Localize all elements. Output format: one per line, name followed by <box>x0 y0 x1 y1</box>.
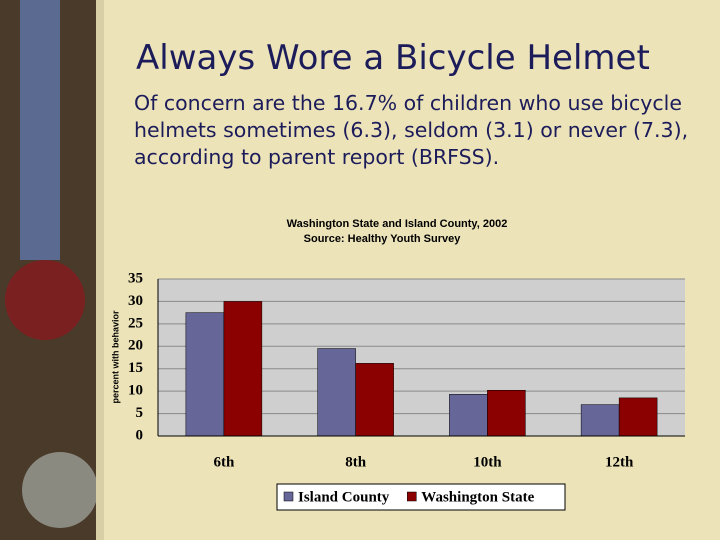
y-tick-label: 10 <box>128 383 143 399</box>
legend-label: Washington State <box>421 489 534 505</box>
decor-edge <box>96 0 104 540</box>
bar <box>223 301 263 437</box>
bar <box>355 363 394 437</box>
bar <box>185 312 225 437</box>
y-tick-label: 25 <box>128 315 143 331</box>
legend-swatch <box>283 491 294 502</box>
y-tick-label: 35 <box>128 270 143 286</box>
decor-medal <box>5 260 85 340</box>
x-tick-label: 6th <box>213 454 234 470</box>
y-tick-label: 20 <box>128 338 143 354</box>
x-tick-label: 8th <box>345 454 366 470</box>
y-tick-label: 30 <box>128 293 143 309</box>
bar <box>449 394 488 437</box>
x-tick-label: 12th <box>605 454 634 470</box>
slide-title: Always Wore a Bicycle Helmet <box>136 38 650 78</box>
decor-ribbon <box>20 0 60 260</box>
y-tick-label: 15 <box>128 360 143 376</box>
slide-text: Of concern are the 16.7% of children who… <box>134 91 689 169</box>
legend-label: Island County <box>298 489 390 505</box>
decor-compass <box>22 452 98 528</box>
x-tick-label: 10th <box>473 454 502 470</box>
bar <box>487 389 526 437</box>
y-tick-label: 5 <box>136 405 144 421</box>
y-tick-label: 0 <box>136 427 144 443</box>
y-axis-label: percent with behavior <box>110 310 120 404</box>
bar <box>618 397 658 437</box>
bar <box>317 348 356 437</box>
chart-title: Washington State and Island County, 2002 <box>287 218 508 230</box>
bar <box>580 404 620 437</box>
legend-swatch <box>407 491 417 502</box>
legend-box <box>276 483 566 511</box>
chart-subtitle: Source: Healthy Youth Survey <box>304 233 462 245</box>
